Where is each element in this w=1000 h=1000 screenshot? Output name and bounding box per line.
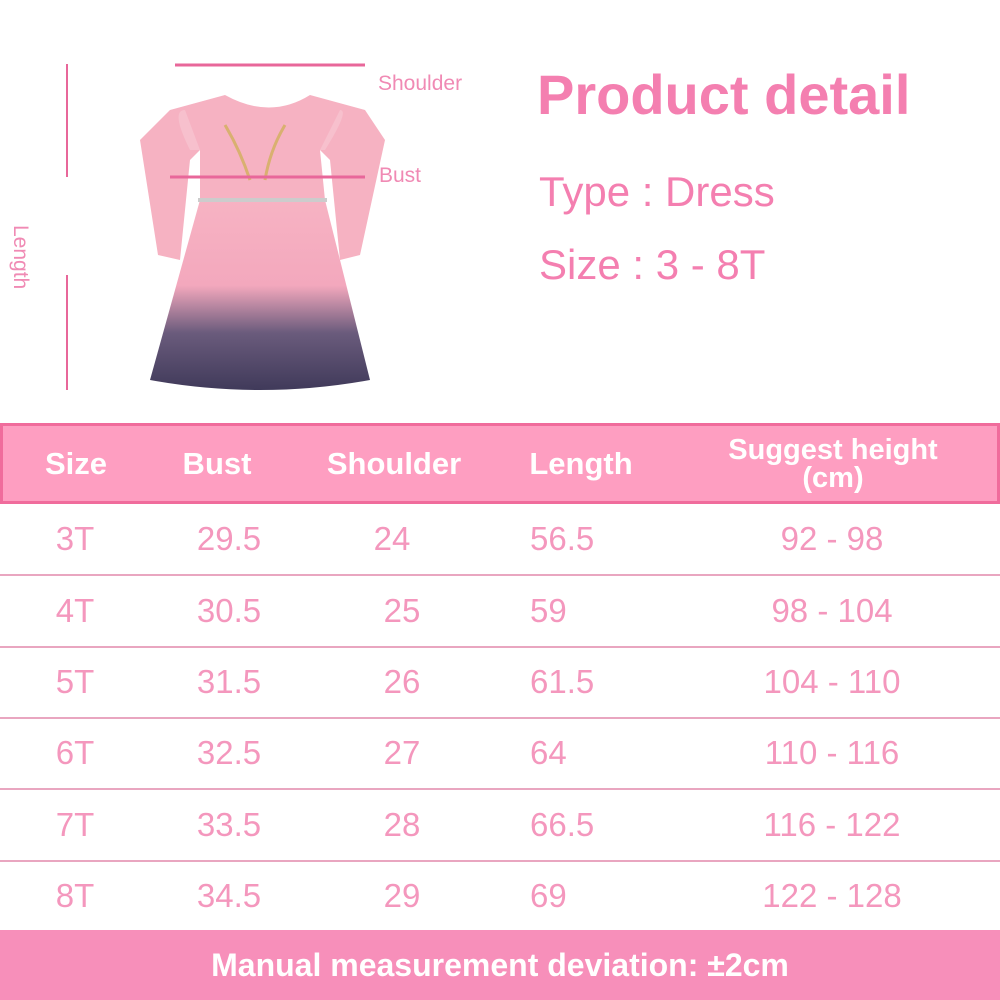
table-cell: 27: [383, 734, 421, 771]
length-label: Length: [9, 225, 32, 290]
table-cell: 92 - 98: [780, 520, 884, 557]
table-cell: 24: [373, 520, 411, 557]
table-row: 8T 34.5 29 69 122 - 128: [0, 861, 1000, 933]
header-suggest-line1: Suggest height: [728, 433, 938, 466]
table-header: Size Bust Shoulder Length Suggest height…: [0, 423, 1000, 504]
table-cell: 6T: [55, 734, 95, 771]
bust-label: Bust: [379, 164, 422, 187]
footer-note: Manual measurement deviation: ±2cm: [0, 930, 1000, 1000]
table-cell: 8T: [55, 877, 95, 914]
header-suggest-height: Suggest height (cm): [728, 426, 937, 501]
table-cell: 56.5: [530, 520, 595, 557]
table-cell: 122 - 128: [762, 877, 902, 914]
table-cell: 116 - 122: [763, 806, 901, 843]
product-size: Size : 3 - 8T: [539, 241, 766, 288]
table-cell: 29.5: [196, 520, 262, 557]
table-row: 6T 32.5 27 64 110 - 116: [0, 718, 1000, 790]
table-cell: 29: [383, 877, 421, 914]
table-cell: 25: [383, 592, 421, 629]
table-cell: 3T: [55, 520, 95, 557]
table-row: 4T 30.5 25 59 98 - 104: [0, 576, 1000, 648]
table-cell: 64: [530, 734, 567, 771]
product-type: Type : Dress: [539, 168, 775, 215]
shoulder-label: Shoulder: [378, 72, 463, 95]
table-cell: 110 - 116: [764, 734, 900, 771]
table-cell: 5T: [55, 663, 95, 700]
table-row: 5T 31.5 26 61.5 104 - 110: [0, 647, 1000, 719]
table-cell: 30.5: [196, 592, 262, 629]
table-row: 3T 29.5 24 56.5 92 - 98: [0, 504, 1000, 576]
table-cell: 66.5: [530, 806, 595, 843]
table-cell: 32.5: [196, 734, 262, 771]
table-cell: 98 - 104: [771, 592, 893, 629]
table-cell: 4T: [55, 592, 95, 629]
table-cell: 69: [530, 877, 567, 914]
header-bust: Bust: [182, 445, 252, 481]
table-cell: 7T: [55, 806, 95, 843]
header-length: Length: [529, 445, 633, 481]
table-cell: 104 - 110: [763, 663, 901, 700]
table-cell: 61.5: [530, 663, 595, 700]
table-row: 7T 33.5 28 66.5 116 - 122: [0, 790, 1000, 862]
page-title: Product detail: [537, 63, 911, 126]
header-size: Size: [44, 445, 108, 481]
table-cell: 28: [383, 806, 421, 843]
header-shoulder: Shoulder: [326, 445, 462, 481]
table-cell: 26: [383, 663, 421, 700]
dress-image: [66, 63, 385, 390]
table-cell: 33.5: [196, 806, 262, 843]
table-cell: 59: [530, 592, 567, 629]
header-suggest-line2: (cm): [802, 461, 864, 494]
table-cell: 34.5: [196, 877, 262, 914]
table-cell: 31.5: [196, 663, 262, 700]
